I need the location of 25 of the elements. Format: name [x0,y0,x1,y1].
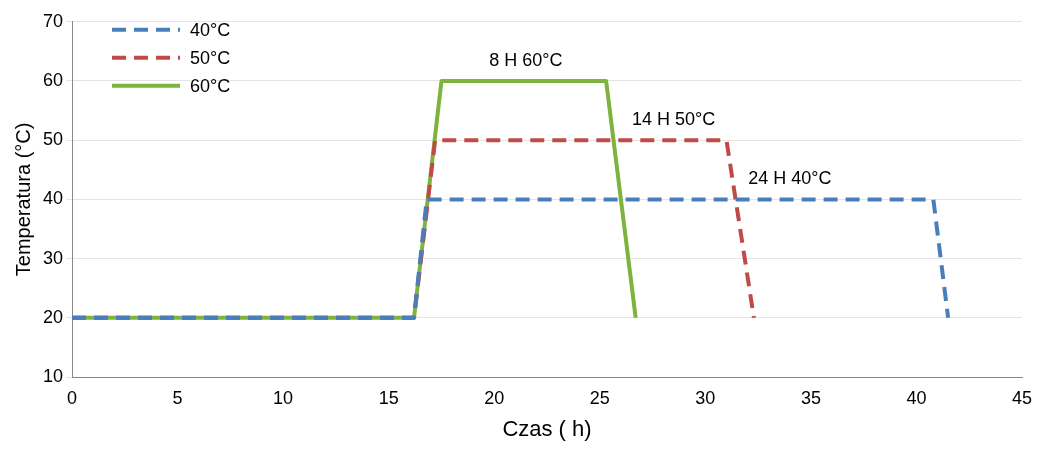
legend-label: 60°C [190,75,231,96]
y-tick-label: 50 [42,129,64,150]
y-tick-label: 30 [42,247,64,268]
y-tick-label: 60 [42,69,64,90]
y-tick-label: 70 [42,10,64,31]
x-tick-label: 15 [378,387,399,408]
annotation: 24 H 40°C [748,168,832,189]
x-tick-label: 10 [273,387,294,408]
y-tick-label: 20 [42,306,64,327]
x-tick-label: 40 [906,387,927,408]
x-tick-label: 30 [695,387,716,408]
legend-label: 40°C [190,19,231,40]
y-tick-label: 40 [42,188,64,209]
annotation: 14 H 50°C [632,109,716,130]
y-tick-label: 10 [42,365,64,386]
x-tick-label: 45 [1011,387,1033,408]
x-axis-title: Czas ( h) [502,415,592,441]
x-tick-label: 20 [484,387,505,408]
x-tick-label: 5 [172,387,183,408]
x-tick-label: 0 [67,387,78,408]
y-axis-title: Temperatura (°C) [11,122,34,277]
legend-label: 50°C [190,47,231,68]
x-tick-label: 25 [589,387,610,408]
x-tick-label: 35 [800,387,821,408]
annotation: 8 H 60°C [489,49,563,70]
